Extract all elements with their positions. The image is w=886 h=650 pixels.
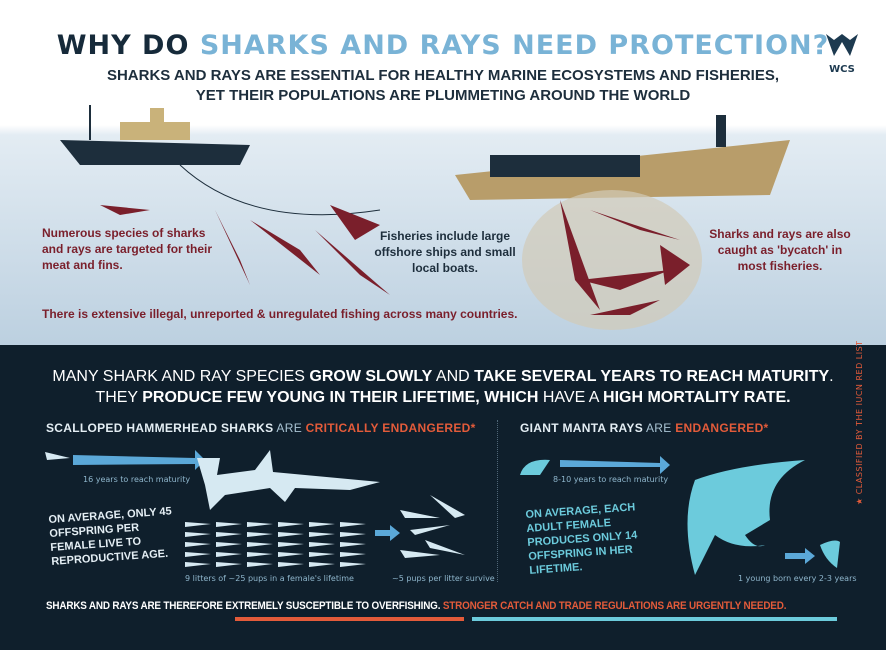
giant-manta-ray-icon	[687, 460, 805, 575]
targeted-text: Numerous species of sharks and rays are …	[42, 226, 213, 272]
pup-icon	[247, 562, 273, 567]
pup-icon	[340, 552, 366, 557]
pup-icon	[309, 562, 335, 567]
arrow-icon	[375, 525, 400, 541]
pup-icon	[247, 552, 273, 557]
pup-icon	[216, 552, 242, 557]
pup-icon	[278, 532, 304, 537]
pup-icon	[278, 522, 304, 527]
litters-text: 9 litters of ~25 pups in a female's life…	[185, 574, 354, 583]
hammerhead-graphic	[45, 450, 465, 567]
pup-icon	[278, 552, 304, 557]
bycatch-text: Sharks and rays are also caught as 'byca…	[709, 227, 851, 273]
illegal-fishing-text: There is extensive illegal, unreported &…	[42, 307, 518, 321]
pup-icon	[247, 542, 273, 547]
pup-icon	[185, 552, 211, 557]
pup-icon	[216, 532, 242, 537]
pup-icon	[340, 562, 366, 567]
manta-offspring: ON AVERAGE, EACH ADULT FEMALE PRODUCES O…	[525, 501, 638, 577]
pup-icon	[309, 552, 335, 557]
young-manta-icon	[820, 540, 840, 568]
pup-icon	[278, 562, 304, 567]
large-ship-icon	[60, 105, 250, 165]
pup-icon	[216, 562, 242, 567]
pups-grid-icon	[185, 522, 366, 567]
subtitle: SHARKS AND RAYS ARE ESSENTIAL FOR HEALTH…	[106, 67, 780, 104]
pup-icon	[340, 522, 366, 527]
manta-heading: GIANT MANTA RAYS ARE ENDANGERED*	[520, 421, 769, 435]
pup-icon	[247, 522, 273, 527]
pup-icon	[185, 562, 211, 567]
pup-icon	[185, 542, 211, 547]
growth-heading: MANY SHARK AND RAY SPECIES GROW SLOWLY A…	[52, 368, 834, 406]
manta-maturity: 8-10 years to reach maturity	[553, 475, 669, 484]
fishing-scene	[60, 105, 790, 330]
pup-icon	[185, 522, 211, 527]
wcs-logo: WCS	[822, 30, 862, 75]
pup-icon	[216, 522, 242, 527]
hammerhead-shark-icon	[197, 450, 380, 510]
underline-red	[235, 617, 464, 621]
arrow-icon	[785, 548, 815, 564]
hammerhead-maturity: 16 years to reach maturity	[83, 475, 191, 484]
pup-icon	[309, 522, 335, 527]
pup-icon	[247, 532, 273, 537]
shark-icon	[45, 452, 70, 460]
footer-message: SHARKS AND RAYS ARE THEREFORE EXTREMELY …	[46, 600, 787, 612]
hammerhead-offspring: ON AVERAGE, ONLY 45 OFFSPRING PER FEMALE…	[48, 505, 173, 568]
pup-icon	[340, 532, 366, 537]
iucn-note: ★ CLASSIFIED BY THE IUCN RED LIST	[855, 340, 864, 505]
surviving-pups-icon	[400, 495, 465, 558]
young-text: 1 young born every 2-3 years	[738, 574, 857, 583]
hammerhead-heading: SCALLOPED HAMMERHEAD SHARKS ARE CRITICAL…	[46, 421, 476, 435]
pup-icon	[340, 542, 366, 547]
underline-teal	[472, 617, 837, 621]
small-boat-icon	[455, 115, 790, 200]
longline-icon	[179, 164, 381, 216]
pup-icon	[185, 532, 211, 537]
survive-text: ~5 pups per litter survive	[392, 574, 495, 583]
boats-text: Fisheries include large offshore ships a…	[374, 229, 516, 275]
pup-icon	[278, 542, 304, 547]
pup-icon	[309, 532, 335, 537]
pup-icon	[216, 542, 242, 547]
manta-graphic	[520, 456, 840, 575]
shark-icon	[100, 200, 690, 315]
divider	[497, 420, 498, 582]
pup-icon	[309, 542, 335, 547]
manta-ray-icon	[520, 459, 550, 475]
page-title: WHY DO SHARKS AND RAYS NEED PROTECTION?	[56, 30, 830, 61]
arrow-icon	[560, 456, 670, 474]
arrow-icon	[73, 450, 205, 470]
